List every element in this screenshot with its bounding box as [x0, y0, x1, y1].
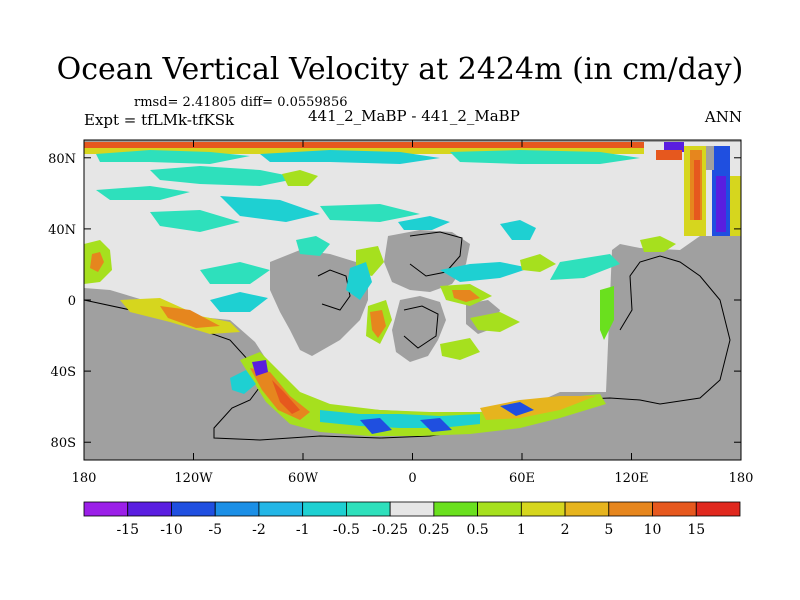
- field-patch: [656, 150, 682, 160]
- field-patch: [480, 396, 596, 420]
- field-patch: [500, 402, 534, 416]
- colorbar-label: 1: [517, 522, 526, 538]
- x-tick-label: 120E: [614, 471, 648, 486]
- field-patch: [360, 418, 392, 434]
- x-tick-label: 120W: [174, 471, 213, 486]
- colorbar-label: -5: [208, 522, 222, 538]
- colorbar-label: -2: [252, 522, 266, 538]
- continent-africa-small: [392, 296, 446, 362]
- field-patch: [210, 292, 268, 312]
- colorbar-swatch: [171, 501, 216, 517]
- colorbar-label: 5: [604, 522, 613, 538]
- field-patch: [440, 338, 480, 360]
- continent-north-block: [384, 230, 470, 292]
- colorbar-label: 2: [561, 522, 570, 538]
- field-patch: [96, 150, 250, 164]
- field-patch: [272, 380, 300, 414]
- field-patch: [500, 220, 536, 240]
- colorbar-label: -0.25: [372, 522, 408, 538]
- y-tick-label: 0: [68, 294, 76, 309]
- field-patch: [84, 142, 644, 148]
- field-patch: [706, 146, 714, 170]
- colorbar-swatch: [127, 501, 172, 517]
- colorbar: -15 -10 -5 -2 -1 -0.5 -0.25 0.25 0.5 1 2 5 10 15: [83, 501, 741, 538]
- field-patch: [160, 306, 220, 328]
- colorbar-label: 15: [687, 522, 705, 538]
- field-patch: [730, 176, 741, 236]
- field-patch: [398, 216, 450, 230]
- colorbar-swatch: [433, 501, 479, 517]
- field-patch: [320, 204, 420, 222]
- x-tick-label: 180: [729, 471, 754, 486]
- field-patch: [346, 262, 372, 300]
- x-tick-label: 180: [72, 471, 97, 486]
- field-patch: [150, 210, 240, 232]
- x-tick-label: 0: [408, 471, 416, 486]
- field-patch: [90, 252, 104, 272]
- map-field: [83, 140, 741, 460]
- coastline-2: [409, 231, 463, 277]
- y-tick-label: 40S: [51, 365, 76, 380]
- field-patch: [520, 254, 556, 272]
- colorbar-swatch: [345, 501, 391, 517]
- field-patch: [296, 236, 330, 256]
- colorbar-label: -10: [160, 522, 183, 538]
- colorbar-label: 0.25: [418, 522, 449, 538]
- field-patch: [252, 360, 268, 376]
- experiment-label: Expt = tfLMk-tfKSk: [84, 111, 235, 129]
- field-patch: [664, 142, 684, 152]
- field-patch: [200, 262, 270, 284]
- axes: 180 120W 60W 0 60E 120E 180 80N 40N 0 40S 80S: [48, 140, 753, 486]
- x-tick-label: 60W: [288, 471, 319, 486]
- field-patch: [96, 186, 190, 200]
- colorbar-swatch: [652, 501, 697, 517]
- colorbar-label: 10: [644, 522, 662, 538]
- colorbar-swatch: [608, 501, 653, 517]
- field-patch: [260, 150, 440, 164]
- field-patch: [220, 196, 320, 222]
- field-patch: [370, 310, 386, 338]
- season-label: ANN: [704, 108, 742, 126]
- stats-line: rmsd= 2.41805 diff= 0.0559856: [134, 95, 348, 110]
- colorbar-swatch: [83, 501, 129, 517]
- colorbar-swatch: [695, 501, 741, 517]
- field-patch: [716, 176, 726, 232]
- colorbar-swatch: [520, 501, 566, 517]
- field-patch: [282, 170, 318, 186]
- y-tick-label: 80S: [51, 436, 76, 451]
- field-patch: [470, 312, 520, 332]
- colorbar-label: -15: [116, 522, 139, 538]
- colorbar-label: 0.5: [466, 522, 488, 538]
- colorbar-swatch: [214, 501, 260, 517]
- chart-title: Ocean Vertical Velocity at 2424m (in cm/…: [56, 52, 744, 87]
- field-patch: [550, 254, 620, 280]
- field-patch: [150, 166, 300, 186]
- coastline-3: [403, 305, 439, 349]
- colorbar-swatch: [389, 501, 435, 517]
- colorbar-swatch: [258, 501, 304, 517]
- colorbar-swatch: [477, 501, 522, 517]
- x-tick-label: 60E: [509, 471, 535, 486]
- colorbar-label: -1: [296, 522, 310, 538]
- field-patch: [450, 150, 640, 164]
- colorbar-label: -0.5: [333, 522, 360, 538]
- field-patch: [640, 236, 676, 252]
- continent-south-america: [270, 250, 368, 356]
- y-tick-label: 80N: [48, 152, 76, 167]
- field-patch: [694, 160, 700, 220]
- y-tick-label: 40N: [48, 223, 76, 238]
- field-patch: [600, 286, 614, 340]
- comparison-label: 441_2_MaBP - 441_2_MaBP: [308, 107, 520, 125]
- field-patch: [420, 418, 452, 432]
- colorbar-swatch: [564, 501, 610, 517]
- field-patch: [440, 262, 530, 282]
- field-patch: [230, 370, 256, 394]
- colorbar-swatch: [302, 501, 347, 517]
- field-patch: [452, 290, 480, 302]
